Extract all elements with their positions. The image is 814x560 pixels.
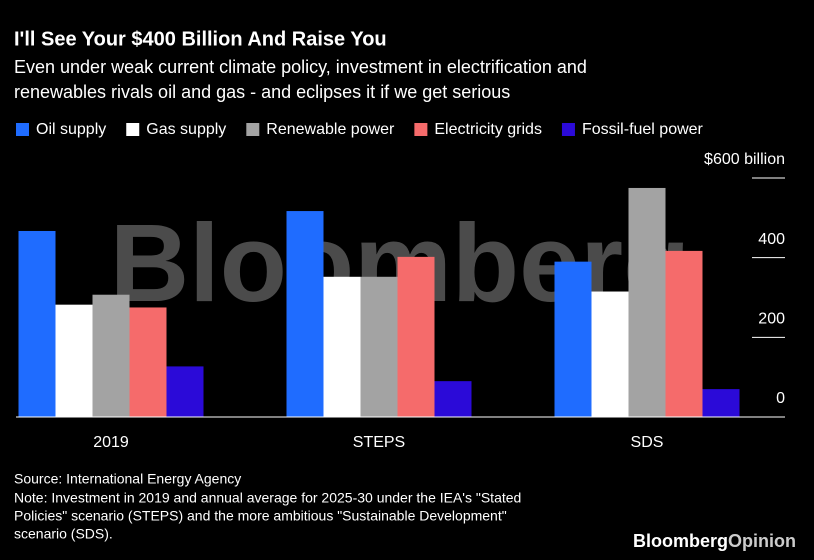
bar <box>628 187 666 417</box>
bar <box>554 261 592 417</box>
chart-title: I'll See Your $400 Billion And Raise You <box>14 28 387 50</box>
subtitle: renewables rivals oil and gas - and ecli… <box>14 82 510 102</box>
note: scenario (SDS). <box>14 526 113 542</box>
legend-swatch <box>16 123 29 136</box>
bar <box>360 276 398 417</box>
y-tick-label: $600 billion <box>704 151 785 168</box>
bar <box>702 389 740 417</box>
bar <box>434 381 472 417</box>
note: Note: Investment in 2019 and annual aver… <box>14 490 521 506</box>
bar <box>286 211 324 417</box>
bar <box>665 250 703 417</box>
bar <box>323 276 361 417</box>
legend-swatch <box>414 123 428 136</box>
legend-label: Fossil-fuel power <box>582 121 704 138</box>
bar <box>55 304 93 417</box>
x-tick-label: 2019 <box>93 434 129 451</box>
bar <box>18 230 56 417</box>
bar <box>591 291 629 417</box>
y-tick-label: 400 <box>758 231 785 248</box>
logo: BloombergOpinion <box>633 531 796 551</box>
subtitle: Even under weak current climate policy, … <box>14 57 587 77</box>
legend-label: Renewable power <box>266 121 395 138</box>
x-tick-label: SDS <box>631 434 664 451</box>
logo-part: Bloomberg <box>633 531 728 551</box>
legend-label: Electricity grids <box>434 121 542 138</box>
x-tick-label: STEPS <box>353 434 405 451</box>
bar <box>397 256 435 417</box>
source: Source: International Energy Agency <box>14 471 241 487</box>
note: Policies" scenario (STEPS) and the more … <box>14 508 507 524</box>
y-tick-label: 200 <box>758 311 785 328</box>
bar <box>92 294 130 417</box>
legend-label: Oil supply <box>36 121 106 138</box>
bar <box>166 366 204 417</box>
legend-label: Gas supply <box>146 121 226 138</box>
legend-swatch <box>126 123 140 136</box>
y-tick-label: 0 <box>776 390 785 407</box>
legend-swatch <box>561 123 575 136</box>
bar <box>129 307 167 417</box>
legend-swatch <box>246 123 260 136</box>
logo-part: Opinion <box>728 531 796 551</box>
